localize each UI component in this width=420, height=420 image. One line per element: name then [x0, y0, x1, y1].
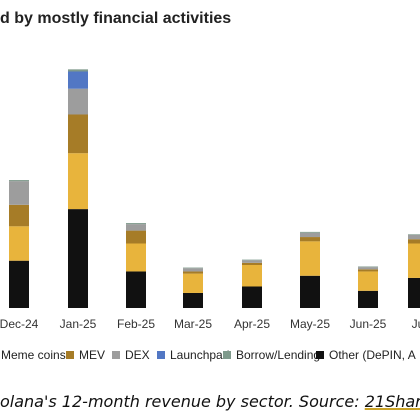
- bar-ju-dex: [408, 234, 420, 240]
- x-tick-label: Ju: [412, 317, 420, 331]
- x-tick-label: Jun-25: [350, 317, 387, 331]
- bar-jan-25-other-depin-a: [68, 209, 88, 308]
- bar-dec-24-mev: [9, 204, 29, 227]
- bars-layer: [9, 69, 420, 308]
- legend-label: Launchpad: [170, 348, 229, 362]
- bar-apr-25-meme-coins: [242, 265, 262, 287]
- bar-jun-25-mev: [358, 269, 378, 272]
- figure-caption: olana's 12-month revenue by sector. Sour…: [0, 392, 420, 411]
- bar-jun-25-meme-coins: [358, 271, 378, 291]
- legend-item-other-depin-a: Other (DePIN, A: [316, 348, 416, 362]
- bar-may-25-borrow-lending: [300, 231, 320, 233]
- bar-may-25-other-depin-a: [300, 275, 320, 308]
- bar-apr-25-dex: [242, 260, 262, 263]
- x-tick-label: May-25: [290, 317, 330, 331]
- bar-dec-24-dex: [9, 181, 29, 205]
- legend-label: MEV: [79, 348, 105, 362]
- bar-jan-25-dex: [68, 88, 88, 115]
- legend-swatch: [223, 351, 231, 359]
- bar-jan-25-mev: [68, 114, 88, 154]
- legend-item-launchpad: Launchpad: [157, 348, 229, 362]
- legend-item-borrow-lending: Borrow/Lending: [223, 348, 320, 362]
- bar-mar-25-borrow-lending: [183, 267, 203, 269]
- bar-jun-25-dex: [358, 267, 378, 270]
- bar-apr-25-other-depin-a: [242, 286, 262, 308]
- caption-text: olana's 12-month revenue by sector. Sour…: [0, 392, 365, 411]
- bar-jan-25-launchpad: [68, 71, 88, 89]
- caption-source-link[interactable]: 21Shares: [364, 392, 420, 411]
- legend-swatch: [66, 351, 74, 359]
- bar-jun-25-borrow-lending: [358, 266, 378, 268]
- legend-label: Meme coins: [1, 348, 66, 362]
- bar-jun-25-other-depin-a: [358, 290, 378, 308]
- bar-may-25-mev: [300, 237, 320, 242]
- bar-dec-24-meme-coins: [9, 226, 29, 261]
- legend-item-mev: MEV: [66, 348, 105, 362]
- bar-jan-25-meme-coins: [68, 153, 88, 210]
- legend-label: DEX: [125, 348, 150, 362]
- bar-ju-mev: [408, 239, 420, 244]
- bar-mar-25-mev: [183, 271, 203, 274]
- bar-feb-25-borrow-lending: [126, 223, 146, 225]
- bar-dec-24-other-depin-a: [9, 260, 29, 308]
- legend-item-dex: DEX: [112, 348, 150, 362]
- legend: Meme coins MEV DEX Launchpad Borrow/Lending O…: [1, 348, 416, 362]
- legend-swatch: [112, 351, 120, 359]
- legend-label: Borrow/Lending: [236, 348, 320, 362]
- bar-may-25-meme-coins: [300, 241, 320, 276]
- x-tick-label: Mar-25: [174, 317, 212, 331]
- bar-dec-24-borrow-lending: [9, 180, 29, 182]
- bar-mar-25-meme-coins: [183, 273, 203, 293]
- x-axis: Dec-24 Jan-25 Feb-25 Mar-25 Apr-25 May-25 Jun-…: [0, 317, 420, 331]
- x-tick-label: Apr-25: [234, 317, 270, 331]
- bar-apr-25-mev: [242, 262, 262, 265]
- x-tick-label: Dec-24: [0, 317, 39, 331]
- bar-may-25-dex: [300, 232, 320, 238]
- chart-title: d by mostly financial activities: [0, 10, 232, 27]
- bar-feb-25-other-depin-a: [126, 271, 146, 308]
- x-tick-label: Feb-25: [117, 317, 155, 331]
- legend-label: Other (DePIN, A: [329, 348, 416, 362]
- bar-feb-25-meme-coins: [126, 243, 146, 272]
- bar-feb-25-mev: [126, 230, 146, 244]
- bar-feb-25-dex: [126, 224, 146, 231]
- legend-swatch: [316, 351, 324, 359]
- legend-swatch: [157, 351, 165, 359]
- bar-ju-borrow-lending: [408, 234, 420, 235]
- bar-mar-25-other-depin-a: [183, 292, 203, 308]
- bar-jan-25-borrow-lending: [68, 69, 88, 72]
- bar-apr-25-borrow-lending: [242, 259, 262, 261]
- x-tick-label: Jan-25: [60, 317, 97, 331]
- bar-mar-25-dex: [183, 268, 203, 272]
- bar-ju-other-depin-a: [408, 277, 420, 308]
- legend-item-meme-coins: Meme coins: [1, 348, 66, 362]
- bar-ju-meme-coins: [408, 243, 420, 278]
